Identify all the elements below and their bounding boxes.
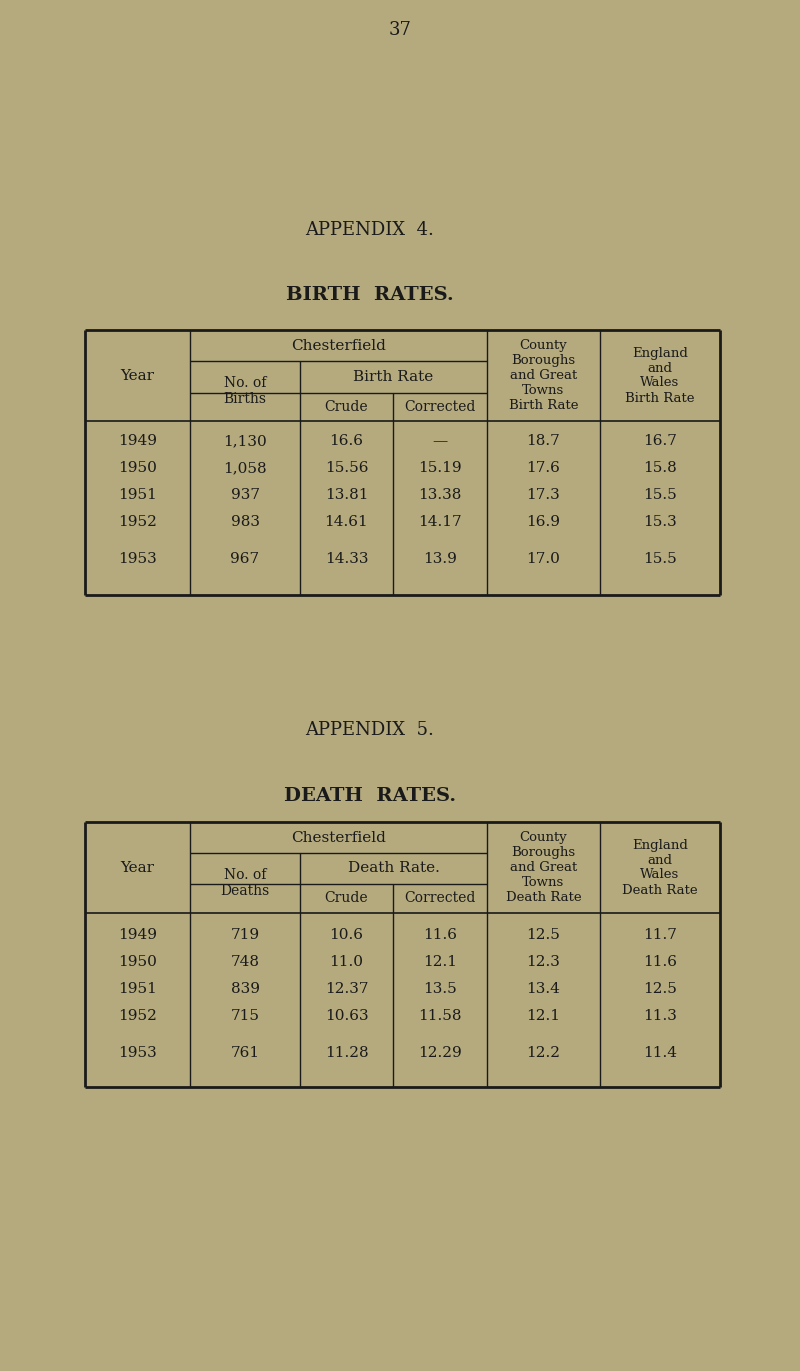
Text: Year: Year [121, 369, 154, 383]
Text: 1952: 1952 [118, 1009, 157, 1023]
Text: 1949: 1949 [118, 435, 157, 448]
Text: 12.29: 12.29 [418, 1046, 462, 1060]
Text: 1952: 1952 [118, 515, 157, 529]
Text: 14.33: 14.33 [325, 553, 368, 566]
Text: Death Rate.: Death Rate. [347, 861, 439, 876]
Text: 16.7: 16.7 [643, 435, 677, 448]
Text: 11.0: 11.0 [330, 956, 363, 969]
Text: England
and
Wales
Death Rate: England and Wales Death Rate [622, 839, 698, 897]
Text: 715: 715 [230, 1009, 259, 1023]
Text: 16.9: 16.9 [526, 515, 561, 529]
Text: 14.61: 14.61 [325, 515, 368, 529]
Text: Corrected: Corrected [404, 400, 476, 414]
Text: 10.63: 10.63 [325, 1009, 368, 1023]
Text: Chesterfield: Chesterfield [291, 339, 386, 352]
Text: 13.81: 13.81 [325, 488, 368, 502]
Text: 13.5: 13.5 [423, 982, 457, 995]
Text: 15.8: 15.8 [643, 461, 677, 474]
Text: No. of
Deaths: No. of Deaths [220, 868, 270, 898]
Text: 13.4: 13.4 [526, 982, 561, 995]
Text: 1,058: 1,058 [223, 461, 267, 474]
Text: 1953: 1953 [118, 1046, 157, 1060]
Text: 1949: 1949 [118, 928, 157, 942]
Text: 11.6: 11.6 [643, 956, 677, 969]
Text: 1,130: 1,130 [223, 435, 267, 448]
Text: 12.37: 12.37 [325, 982, 368, 995]
Text: 1951: 1951 [118, 982, 157, 995]
Text: 1950: 1950 [118, 956, 157, 969]
Text: 839: 839 [230, 982, 259, 995]
Text: 11.3: 11.3 [643, 1009, 677, 1023]
Text: Crude: Crude [325, 400, 368, 414]
Text: 1953: 1953 [118, 553, 157, 566]
Text: 983: 983 [230, 515, 259, 529]
Text: 15.5: 15.5 [643, 488, 677, 502]
Text: Crude: Crude [325, 891, 368, 905]
Text: —: — [432, 435, 448, 448]
Text: 11.4: 11.4 [643, 1046, 677, 1060]
Text: 1950: 1950 [118, 461, 157, 474]
Text: 12.5: 12.5 [526, 928, 561, 942]
Text: Birth Rate: Birth Rate [354, 370, 434, 384]
Text: 11.7: 11.7 [643, 928, 677, 942]
Text: County
Boroughs
and Great
Towns
Birth Rate: County Boroughs and Great Towns Birth Ra… [509, 339, 578, 413]
Text: 15.5: 15.5 [643, 553, 677, 566]
Text: Corrected: Corrected [404, 891, 476, 905]
Text: 17.6: 17.6 [526, 461, 561, 474]
Text: BIRTH  RATES.: BIRTH RATES. [286, 287, 454, 304]
Text: 16.6: 16.6 [330, 435, 363, 448]
Text: 14.17: 14.17 [418, 515, 462, 529]
Text: 17.3: 17.3 [526, 488, 560, 502]
Text: 15.56: 15.56 [325, 461, 368, 474]
Text: APPENDIX  5.: APPENDIX 5. [306, 721, 434, 739]
Text: DEATH  RATES.: DEATH RATES. [284, 787, 456, 805]
Text: 37: 37 [389, 21, 411, 38]
Text: 967: 967 [230, 553, 259, 566]
Text: 11.58: 11.58 [418, 1009, 462, 1023]
Text: 937: 937 [230, 488, 259, 502]
Text: 13.38: 13.38 [418, 488, 462, 502]
Text: 12.5: 12.5 [643, 982, 677, 995]
Text: 13.9: 13.9 [423, 553, 457, 566]
Text: 17.0: 17.0 [526, 553, 561, 566]
Text: 10.6: 10.6 [330, 928, 363, 942]
Text: Year: Year [121, 861, 154, 875]
Text: Chesterfield: Chesterfield [291, 831, 386, 845]
Text: England
and
Wales
Birth Rate: England and Wales Birth Rate [626, 347, 694, 404]
Text: 1951: 1951 [118, 488, 157, 502]
Text: 12.2: 12.2 [526, 1046, 561, 1060]
Text: 18.7: 18.7 [526, 435, 560, 448]
Text: 12.3: 12.3 [526, 956, 561, 969]
Text: 748: 748 [230, 956, 259, 969]
Text: 719: 719 [230, 928, 259, 942]
Text: 15.3: 15.3 [643, 515, 677, 529]
Text: 12.1: 12.1 [526, 1009, 561, 1023]
Text: 11.6: 11.6 [423, 928, 457, 942]
Text: 11.28: 11.28 [325, 1046, 368, 1060]
Text: 761: 761 [230, 1046, 259, 1060]
Text: 12.1: 12.1 [423, 956, 457, 969]
Text: No. of
Births: No. of Births [223, 376, 266, 406]
Text: 15.19: 15.19 [418, 461, 462, 474]
Text: APPENDIX  4.: APPENDIX 4. [306, 221, 434, 239]
Text: County
Boroughs
and Great
Towns
Death Rate: County Boroughs and Great Towns Death Ra… [506, 831, 582, 903]
